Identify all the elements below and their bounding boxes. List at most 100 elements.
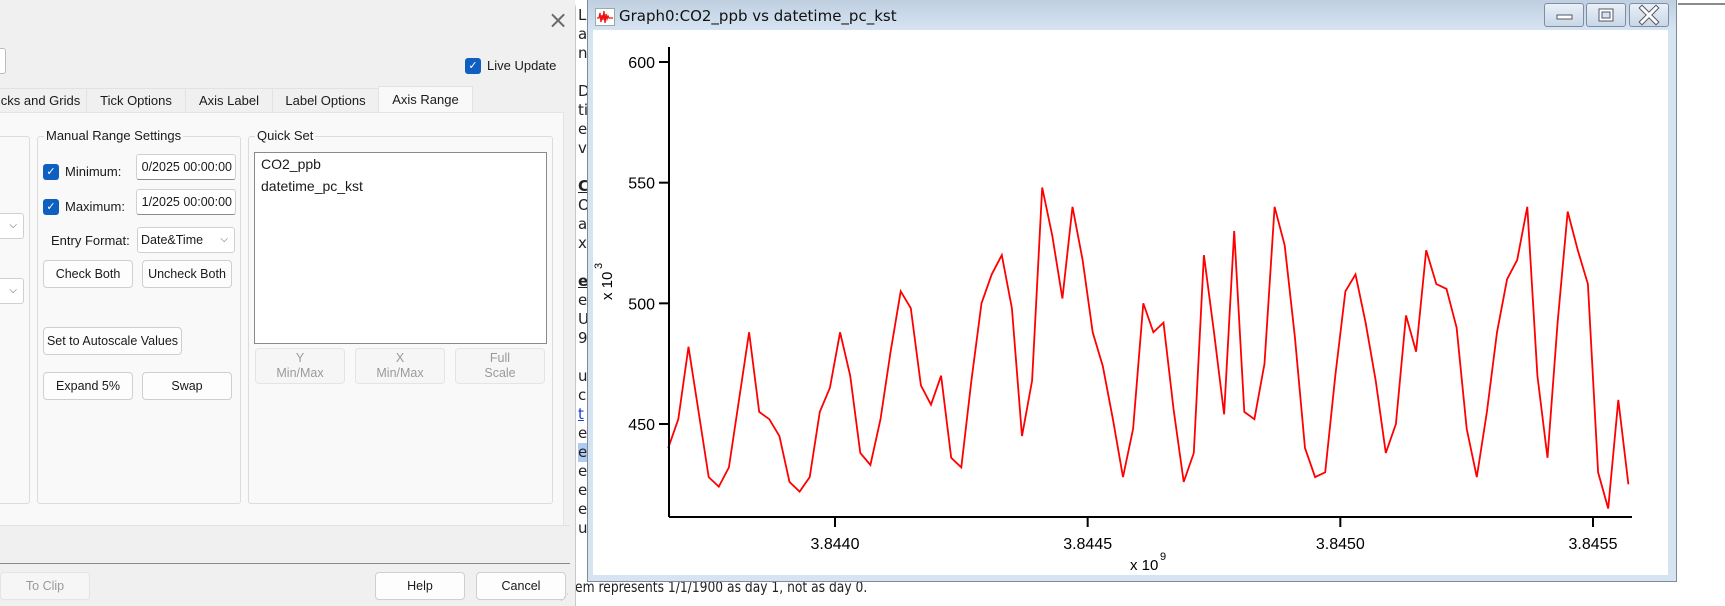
background-text-fragment: 9 xyxy=(578,329,588,347)
tab-axis-range[interactable]: Axis Range xyxy=(378,86,473,114)
checkmark-icon: ✓ xyxy=(46,201,56,213)
close-icon: × xyxy=(547,6,569,34)
background-text-fragment: n xyxy=(578,44,588,62)
manual-range-settings-title: Manual Range Settings xyxy=(44,128,184,143)
background-text-fragment: u xyxy=(578,367,588,385)
background-text-fragment: e xyxy=(578,120,588,138)
list-item[interactable]: CO2_ppb xyxy=(261,156,321,172)
checkmark-icon: ✓ xyxy=(468,60,478,72)
background-text-fragment: t xyxy=(578,405,584,423)
x-tick-label: 3.8450 xyxy=(1316,536,1365,553)
graph-window-titlebar[interactable]: Graph0:CO2_ppb vs datetime_pc_kst xyxy=(588,0,1676,30)
background-document-footer-text: em represents 1/1/1900 as day 1, not as … xyxy=(575,578,868,596)
tab-bar: cks and Grids Tick Options Axis Label La… xyxy=(0,86,575,114)
uncheck-both-button[interactable]: Uncheck Both xyxy=(142,260,232,288)
minimize-button[interactable] xyxy=(1544,3,1584,27)
svg-text:x 10: x 10 xyxy=(599,272,616,300)
quick-set-listbox[interactable]: CO2_ppb datetime_pc_kst xyxy=(254,152,547,344)
background-text-fragment: O xyxy=(578,196,590,214)
axis-properties-dialog: × ✓ Live Update cks and Grids Tick Optio… xyxy=(0,0,576,606)
full-scale-line2: Scale xyxy=(484,366,516,380)
x-axis-multiplier-label: x 10 xyxy=(1130,557,1158,574)
entry-format-select[interactable]: Date&Time ⌵ xyxy=(137,227,235,253)
minimum-label: Minimum: xyxy=(65,164,122,179)
x-tick-label: 3.8455 xyxy=(1569,536,1618,553)
minimize-icon xyxy=(1556,14,1573,20)
entry-format-value: Date&Time xyxy=(141,233,204,247)
background-text-fragment: C xyxy=(578,177,590,195)
graph-app-icon xyxy=(595,8,615,26)
left-dropdown-1[interactable]: ⌵ xyxy=(0,213,24,239)
expand-5-percent-button[interactable]: Expand 5% xyxy=(43,372,133,400)
background-text-fragment: a xyxy=(578,25,588,43)
y-tick-label: 500 xyxy=(628,296,655,313)
tab-label-options[interactable]: Label Options xyxy=(272,88,379,113)
resize-grip-icon[interactable]: ⋰ xyxy=(560,592,569,602)
full-scale-button[interactable]: Full Scale xyxy=(455,348,545,384)
chevron-down-icon: ⌵ xyxy=(9,220,17,231)
co2-line-chart[interactable]: 450 500 550 600 3.8440 3.8445 3.8450 3.8455 x 10… xyxy=(593,30,1668,575)
y-tick-label: 600 xyxy=(628,55,655,72)
x-minmax-line1: X xyxy=(395,351,405,365)
x-axis-multiplier-exponent: 9 xyxy=(1160,551,1166,563)
tab-ticks-and-grids[interactable]: cks and Grids xyxy=(0,88,87,113)
manual-range-settings-group: Manual Range Settings ✓ Minimum: 0/2025 … xyxy=(37,128,241,504)
tab-tick-options[interactable]: Tick Options xyxy=(86,88,186,113)
maximum-checkbox[interactable]: ✓ xyxy=(43,199,59,215)
background-text-fragment: e xyxy=(578,462,588,480)
x-minmax-line2: Min/Max xyxy=(376,366,424,380)
maximize-icon xyxy=(1598,8,1614,22)
to-clip-button[interactable]: To Clip xyxy=(0,572,90,600)
swap-button[interactable]: Swap xyxy=(142,372,232,400)
background-text-fragment: e xyxy=(578,272,589,290)
background-text-fragment: e xyxy=(578,291,588,309)
axis-selector-input[interactable] xyxy=(0,48,6,74)
background-text-fragment: U xyxy=(578,310,589,328)
quick-set-title: Quick Set xyxy=(255,128,316,143)
x-minmax-button[interactable]: X Min/Max xyxy=(355,348,445,384)
list-item[interactable]: datetime_pc_kst xyxy=(261,178,363,194)
background-text-fragment: e xyxy=(578,481,588,499)
chevron-down-icon: ⌵ xyxy=(220,234,228,245)
x-tick-label: 3.8445 xyxy=(1063,536,1112,553)
y-minmax-line2: Min/Max xyxy=(276,366,324,380)
checkmark-icon: ✓ xyxy=(46,166,56,178)
close-button[interactable] xyxy=(1629,3,1669,27)
graph-window-title: Graph0:CO2_ppb vs datetime_pc_kst xyxy=(619,7,897,25)
background-text-fragment: c xyxy=(578,386,587,404)
quick-set-group: Quick Set xyxy=(248,128,553,504)
svg-text:3: 3 xyxy=(593,263,605,269)
minimum-checkbox[interactable]: ✓ xyxy=(43,164,59,180)
cancel-button[interactable]: Cancel xyxy=(476,572,566,600)
graph-canvas[interactable]: 450 500 550 600 3.8440 3.8445 3.8450 3.8455 x 10… xyxy=(593,30,1668,575)
full-scale-line1: Full xyxy=(489,351,511,365)
dialog-close-button[interactable]: × xyxy=(546,8,570,32)
close-icon xyxy=(1638,4,1660,26)
maximize-button[interactable] xyxy=(1586,3,1626,27)
set-to-autoscale-values-button[interactable]: Set to Autoscale Values xyxy=(43,327,182,355)
live-update-checkbox[interactable]: ✓ xyxy=(465,58,481,74)
y-minmax-line1: Y xyxy=(295,351,305,365)
graph-window: Graph0:CO2_ppb vs datetime_pc_kst 450 500… xyxy=(587,0,1677,582)
dialog-titlebar xyxy=(0,0,575,42)
footer-divider xyxy=(0,525,570,526)
background-text-fragment: D xyxy=(578,82,590,100)
background-text-fragment: e xyxy=(578,424,588,442)
maximum-input[interactable]: 1/2025 00:00:00 xyxy=(136,189,236,215)
tab-axis-label[interactable]: Axis Label xyxy=(185,88,273,113)
help-button[interactable]: Help xyxy=(375,572,465,600)
background-divider xyxy=(1678,3,1725,5)
live-update-label: Live Update xyxy=(487,58,557,73)
check-both-button[interactable]: Check Both xyxy=(43,260,133,288)
minimum-input[interactable]: 0/2025 00:00:00 xyxy=(136,154,236,180)
left-dropdown-2[interactable]: ⌵ xyxy=(0,278,24,304)
y-tick-label: 550 xyxy=(628,176,655,193)
y-minmax-button[interactable]: Y Min/Max xyxy=(255,348,345,384)
background-text-fragment: e xyxy=(578,500,588,518)
left-partial-group: ⌵ ⌵ xyxy=(0,136,30,504)
background-text-fragment: L xyxy=(578,6,587,24)
background-text-fragment: ti xyxy=(578,101,589,119)
x-tick-label: 3.8440 xyxy=(811,536,860,553)
background-text-fragment: v xyxy=(578,139,587,157)
y-tick-label: 450 xyxy=(628,417,655,434)
